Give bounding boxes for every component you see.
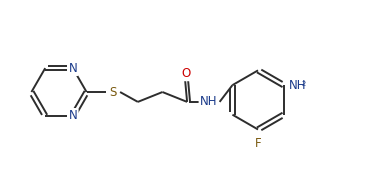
Text: NH: NH <box>200 95 217 108</box>
Text: N: N <box>68 62 77 75</box>
Text: S: S <box>110 86 117 98</box>
Text: $_2$: $_2$ <box>301 79 307 89</box>
Text: N: N <box>68 109 77 122</box>
Text: NH: NH <box>289 79 306 92</box>
Text: O: O <box>182 67 191 80</box>
Text: F: F <box>255 137 261 150</box>
